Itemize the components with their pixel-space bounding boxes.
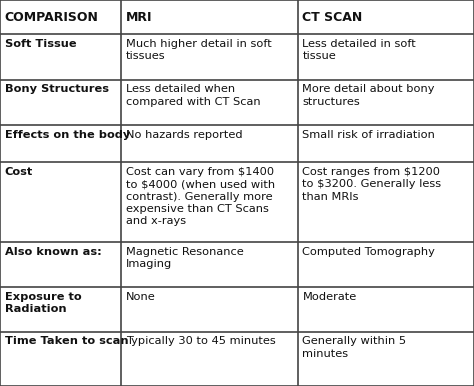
Bar: [121, 0, 298, 34]
Bar: [0, 242, 121, 287]
Bar: [298, 162, 474, 242]
Bar: [298, 125, 474, 162]
Text: More detail about bony
structures: More detail about bony structures: [302, 84, 435, 107]
Text: COMPARISON: COMPARISON: [5, 11, 99, 24]
Bar: [298, 287, 474, 332]
Bar: [298, 242, 474, 287]
Bar: [298, 80, 474, 125]
Text: Also known as:: Also known as:: [5, 247, 101, 257]
Bar: [121, 287, 298, 332]
Text: Small risk of irradiation: Small risk of irradiation: [302, 130, 435, 140]
Text: Magnetic Resonance
Imaging: Magnetic Resonance Imaging: [126, 247, 243, 269]
Bar: [0, 332, 121, 386]
Text: Cost can vary from $1400
to $4000 (when used with
contrast). Generally more
expe: Cost can vary from $1400 to $4000 (when …: [126, 167, 275, 227]
Text: Moderate: Moderate: [302, 292, 356, 302]
Text: Bony Structures: Bony Structures: [5, 84, 109, 94]
Bar: [0, 287, 121, 332]
Bar: [0, 162, 121, 242]
Bar: [0, 34, 121, 80]
Text: Less detailed in soft
tissue: Less detailed in soft tissue: [302, 39, 416, 61]
Text: CT SCAN: CT SCAN: [302, 11, 363, 24]
Text: Less detailed when
compared with CT Scan: Less detailed when compared with CT Scan: [126, 84, 260, 107]
Bar: [121, 332, 298, 386]
Bar: [0, 80, 121, 125]
Text: Effects on the body: Effects on the body: [5, 130, 130, 140]
Bar: [298, 0, 474, 34]
Text: Generally within 5
minutes: Generally within 5 minutes: [302, 336, 407, 359]
Bar: [121, 162, 298, 242]
Text: Time Taken to scan: Time Taken to scan: [5, 336, 128, 346]
Text: Soft Tissue: Soft Tissue: [5, 39, 76, 49]
Text: None: None: [126, 292, 155, 302]
Bar: [298, 34, 474, 80]
Text: Cost ranges from $1200
to $3200. Generally less
than MRIs: Cost ranges from $1200 to $3200. General…: [302, 167, 442, 202]
Bar: [0, 0, 121, 34]
Bar: [121, 80, 298, 125]
Text: Typically 30 to 45 minutes: Typically 30 to 45 minutes: [126, 336, 275, 346]
Bar: [298, 332, 474, 386]
Text: Cost: Cost: [5, 167, 33, 177]
Bar: [121, 242, 298, 287]
Text: MRI: MRI: [126, 11, 152, 24]
Bar: [121, 125, 298, 162]
Bar: [121, 34, 298, 80]
Text: No hazards reported: No hazards reported: [126, 130, 242, 140]
Bar: [0, 125, 121, 162]
Text: Computed Tomography: Computed Tomography: [302, 247, 435, 257]
Text: Much higher detail in soft
tissues: Much higher detail in soft tissues: [126, 39, 271, 61]
Text: Exposure to
Radiation: Exposure to Radiation: [5, 292, 82, 314]
